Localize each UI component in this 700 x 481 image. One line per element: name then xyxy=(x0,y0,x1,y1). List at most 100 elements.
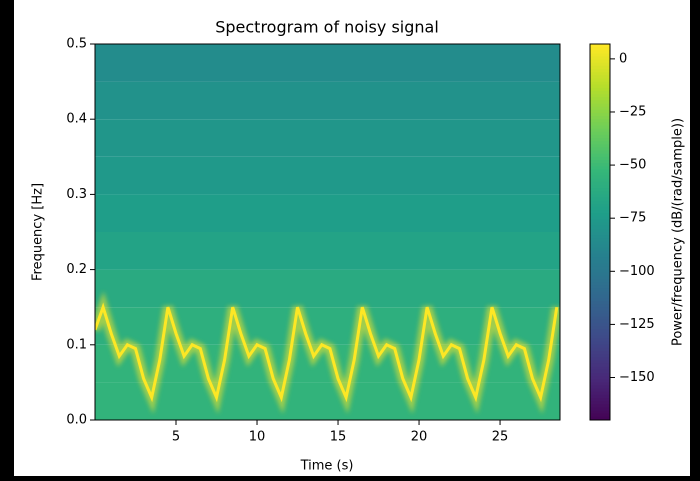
colorbar-segment xyxy=(590,363,610,368)
heatmap-cell xyxy=(95,269,560,308)
colorbar-segment xyxy=(590,75,610,79)
colorbar-segment xyxy=(590,47,610,51)
colorbar-segment xyxy=(590,103,610,108)
colorbar-segment xyxy=(590,394,610,399)
colorbar-segment xyxy=(590,87,610,92)
colorbar-segment xyxy=(590,206,610,211)
colorbar-segment xyxy=(590,191,610,195)
colorbar-segment xyxy=(590,291,610,296)
colorbar-segment xyxy=(590,322,610,327)
colorbar-segment xyxy=(590,200,610,205)
colorbar-segment xyxy=(590,169,610,173)
colorbar-segment xyxy=(590,388,610,393)
x-tick-label: 15 xyxy=(330,430,347,445)
colorbar-segment xyxy=(590,56,610,61)
colorbar-segment xyxy=(590,188,610,192)
colorbar-segment xyxy=(590,260,610,264)
colorbar-segment xyxy=(590,216,610,220)
colorbar-segment xyxy=(590,341,610,346)
colorbar-segment xyxy=(590,116,610,120)
colorbar-segment xyxy=(590,294,610,299)
colorbar-segment xyxy=(590,65,610,70)
colorbar-segment xyxy=(590,150,610,155)
colorbar-label: Power/frequency (dB/(rad/sample)) xyxy=(671,118,686,346)
colorbar-segment xyxy=(590,81,610,86)
colorbar-segment xyxy=(590,163,610,167)
heatmap-cell xyxy=(95,119,560,157)
colorbar-segment xyxy=(590,228,610,233)
x-tick-label: 5 xyxy=(172,430,180,445)
colorbar-segment xyxy=(590,72,610,76)
colorbar-segment xyxy=(590,401,610,405)
colorbar-segment xyxy=(590,288,610,293)
colorbar-segment xyxy=(590,131,610,136)
colorbar-segment xyxy=(590,351,610,355)
colorbar-tick-label: −150 xyxy=(619,370,655,385)
colorbar-segment xyxy=(590,172,610,177)
colorbar-segment xyxy=(590,44,610,48)
colorbar-segment xyxy=(590,263,610,267)
ridge-line xyxy=(95,302,559,403)
colorbar-segment xyxy=(590,376,610,380)
colorbar-segment xyxy=(590,398,610,402)
colorbar-segment xyxy=(590,144,610,148)
colorbar-segment xyxy=(590,53,610,58)
heatmap-cell xyxy=(95,81,560,120)
colorbar-segment xyxy=(590,106,610,111)
colorbar-segment xyxy=(590,366,610,371)
colorbar-segment xyxy=(590,138,610,142)
colorbar-segment xyxy=(590,413,610,418)
colorbar-segment xyxy=(590,122,610,126)
colorbar-segment xyxy=(590,100,610,105)
colorbar-tick-label: −50 xyxy=(619,158,646,173)
heatmap-cell xyxy=(95,194,560,232)
colorbar-segment xyxy=(590,247,610,252)
colorbar-segment xyxy=(590,219,610,224)
colorbar-segment xyxy=(590,166,610,170)
colorbar-segment xyxy=(590,369,610,374)
colorbar-segment xyxy=(590,97,610,101)
colorbar-segment xyxy=(590,307,610,311)
y-tick-label: 0.0 xyxy=(66,413,87,428)
colorbar-segment xyxy=(590,159,610,164)
plot-frame xyxy=(94,43,561,421)
colorbar xyxy=(590,44,610,421)
colorbar-tick-label: −100 xyxy=(619,264,655,279)
colorbar-segment xyxy=(590,382,610,387)
colorbar-segment xyxy=(590,78,610,83)
colorbar-segment xyxy=(590,238,610,242)
colorbar-segment xyxy=(590,360,610,365)
colorbar-segment xyxy=(590,141,610,145)
colorbar-segment xyxy=(590,344,610,349)
colorbar-segment xyxy=(590,391,610,396)
colorbar-segment xyxy=(590,109,610,114)
colorbar-segment xyxy=(590,329,610,333)
colorbar-segment xyxy=(590,84,610,89)
y-axis-label: Frequency [Hz] xyxy=(31,183,46,281)
heatmap-cell xyxy=(95,382,560,420)
colorbar-segment xyxy=(590,232,610,236)
plot-area xyxy=(95,44,560,420)
colorbar-segment xyxy=(590,338,610,343)
y-tick-label: 0.4 xyxy=(66,112,87,127)
colorbar-segment xyxy=(590,241,610,246)
colorbar-segment xyxy=(590,266,610,271)
colorbar-segment xyxy=(590,304,610,308)
colorbar-segment xyxy=(590,285,610,289)
y-tick-label: 0.1 xyxy=(66,337,87,352)
colorbar-segment xyxy=(590,300,610,305)
colorbar-segment xyxy=(590,59,610,64)
colorbar-segment xyxy=(590,178,610,183)
colorbar-segment xyxy=(590,210,610,214)
colorbar-segment xyxy=(590,253,610,258)
heatmap-cell xyxy=(95,156,560,195)
colorbar-segment xyxy=(590,272,610,277)
x-tick-label: 10 xyxy=(249,430,266,445)
colorbar-segment xyxy=(590,416,610,421)
colorbar-segment xyxy=(590,335,610,340)
colorbar-segment xyxy=(590,62,610,67)
colorbar-segment xyxy=(590,181,610,186)
colorbar-tick-label: −75 xyxy=(619,211,646,226)
colorbar-segment xyxy=(590,50,610,54)
colorbar-segment xyxy=(590,279,610,283)
